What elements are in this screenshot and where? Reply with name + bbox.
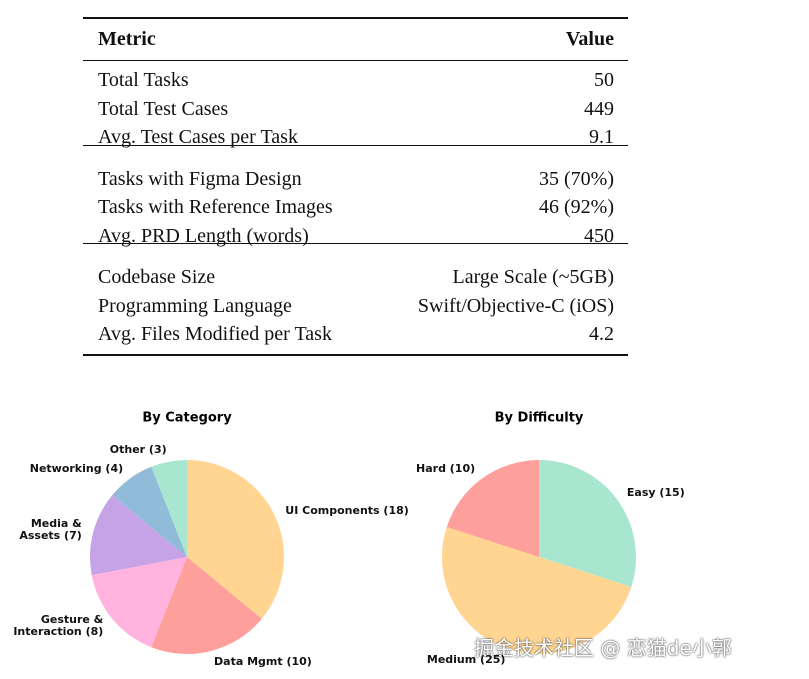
pie-slice: [90, 495, 187, 576]
slice-label: Medium (25): [426, 653, 506, 667]
table-header: Metric: [98, 28, 156, 50]
table-cell: 50: [594, 69, 614, 91]
pie-slice: [446, 460, 539, 557]
pie-slice: [539, 460, 637, 587]
table-cell: Tasks with Reference Images: [98, 196, 333, 218]
table-cell: Programming Language: [98, 294, 292, 317]
slice-label: UI Components (18): [285, 503, 409, 517]
table-cell: Avg. PRD Length (words): [98, 224, 309, 247]
chart-title: By Difficulty: [494, 410, 584, 426]
table-rule: [83, 243, 628, 244]
slice-label: Data Mgmt (10): [214, 655, 312, 669]
slice-label: Gesture & Interaction (8): [13, 613, 104, 639]
table-cell: 35 (70%): [539, 167, 614, 190]
table-cell: Large Scale (~5GB): [452, 266, 614, 288]
table-cell: Total Tasks: [98, 69, 189, 91]
slice-label: Easy (15): [626, 486, 685, 500]
slice-label: Networking (4): [29, 462, 124, 476]
table-cell: Avg. Files Modified per Task: [98, 323, 332, 345]
pie-slice: [187, 460, 284, 619]
chart-title: By Category: [142, 410, 232, 426]
table-rule: [83, 144, 628, 146]
pie-slice: [151, 460, 187, 557]
pie-slice: [91, 557, 187, 648]
slice-label: Other (3): [109, 443, 167, 457]
table-cell: Tasks with Figma Design: [98, 167, 302, 190]
table-cell: Swift/Objective-C (iOS): [417, 294, 614, 317]
table-cell: 450: [584, 224, 614, 247]
table-cell: 9.1: [589, 126, 614, 148]
table-rule: [83, 354, 628, 356]
table-cell: 46 (92%): [539, 196, 614, 218]
table-cell: Total Test Cases: [98, 97, 229, 120]
table-rule: [83, 17, 628, 19]
table-cell: Avg. Test Cases per Task: [98, 126, 298, 148]
table-cell: 449: [584, 97, 614, 120]
watermark: 掘金技术社区 @ 恋猫de小郭: [474, 636, 732, 660]
table-cell: Codebase Size: [98, 266, 216, 288]
table-cell: 4.2: [589, 323, 614, 345]
pie-slice: [442, 527, 632, 655]
pie-slice: [112, 466, 187, 557]
table-rule: [83, 60, 628, 61]
slice-label: Hard (10): [416, 462, 476, 476]
table-header: Value: [565, 28, 614, 50]
slice-label: Media & Assets (7): [19, 516, 82, 542]
pie-slice: [151, 557, 262, 655]
